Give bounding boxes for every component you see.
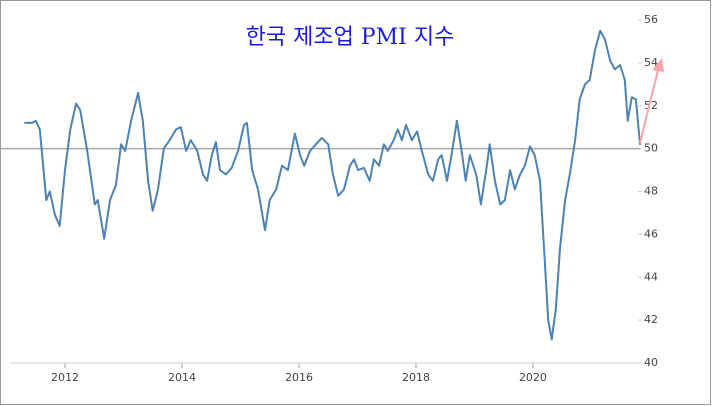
chart-title: 한국 제조업 PMI 지수: [246, 25, 455, 50]
x-tick-label: 2014: [168, 371, 196, 384]
y-tick-label: 54: [644, 56, 658, 69]
trend-arrow: [639, 65, 660, 144]
y-tick-label: 50: [644, 142, 658, 155]
y-tick-label: 56: [644, 13, 658, 26]
x-tick-label: 2012: [51, 371, 79, 384]
x-tick-label: 2016: [285, 371, 313, 384]
trend-arrow-head: [652, 58, 664, 72]
x-tick-label: 2018: [402, 371, 430, 384]
y-tick-label: 48: [644, 185, 658, 198]
data-line: [24, 29, 641, 341]
x-tick-label: 2020: [519, 371, 547, 384]
y-tick-label: 42: [644, 313, 658, 326]
y-tick-label: 46: [644, 227, 658, 240]
y-tick-label: 44: [644, 270, 658, 283]
y-tick-label: 40: [644, 356, 658, 369]
